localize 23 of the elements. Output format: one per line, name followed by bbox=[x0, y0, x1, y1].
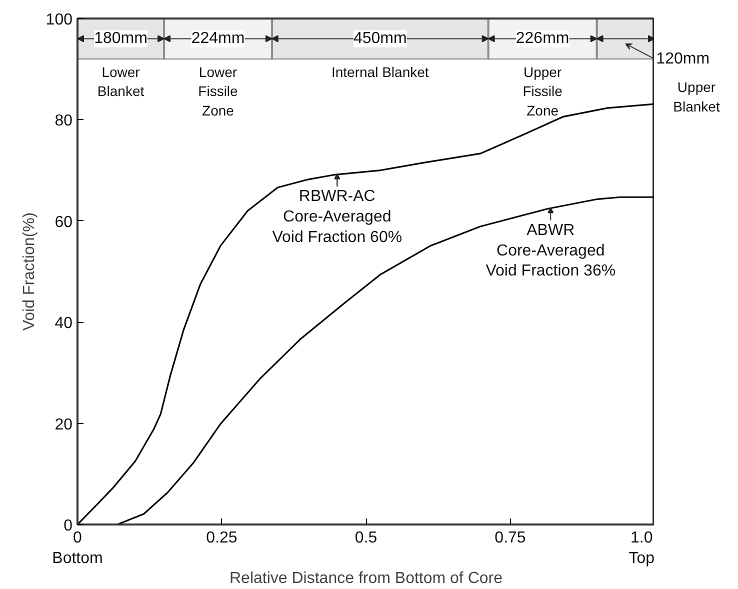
band-label: 180mm bbox=[94, 30, 148, 48]
band-label: 224mm bbox=[191, 30, 245, 48]
y-tick-label: 60 bbox=[54, 214, 73, 231]
x-tick-label: 0.75 bbox=[494, 530, 526, 546]
annotation: RBWR-AC Core-Averaged Void Fraction 60% bbox=[272, 188, 402, 246]
y-axis-title: Void Fraction(%) bbox=[20, 212, 38, 331]
annotation: ABWR Core-Averaged Void Fraction 36% bbox=[486, 222, 616, 280]
band-label: 450mm bbox=[353, 30, 407, 48]
y-tick-label: 20 bbox=[54, 416, 73, 434]
y-tick-label: 80 bbox=[54, 112, 73, 130]
text: Upper Blanket bbox=[673, 79, 720, 114]
annotation: Lower Blanket bbox=[97, 64, 144, 100]
x-tick-label: 0.25 bbox=[206, 530, 238, 546]
x-tick-label: 1.0 Top bbox=[628, 530, 655, 567]
band-label: 120mm bbox=[656, 50, 710, 68]
y-tick-label: 40 bbox=[54, 315, 73, 332]
band-label: 226mm bbox=[516, 30, 570, 48]
annotation: Internal Blanket bbox=[331, 64, 429, 80]
x-tick-label: 0.5 bbox=[354, 530, 378, 546]
x-axis-title: Relative Distance from Bottom of Core bbox=[230, 570, 503, 587]
y-tick-label: 100 bbox=[46, 12, 73, 28]
annotation: Upper Fissile Zone bbox=[522, 64, 563, 118]
annotation: Lower Fissile Zone bbox=[198, 64, 238, 118]
